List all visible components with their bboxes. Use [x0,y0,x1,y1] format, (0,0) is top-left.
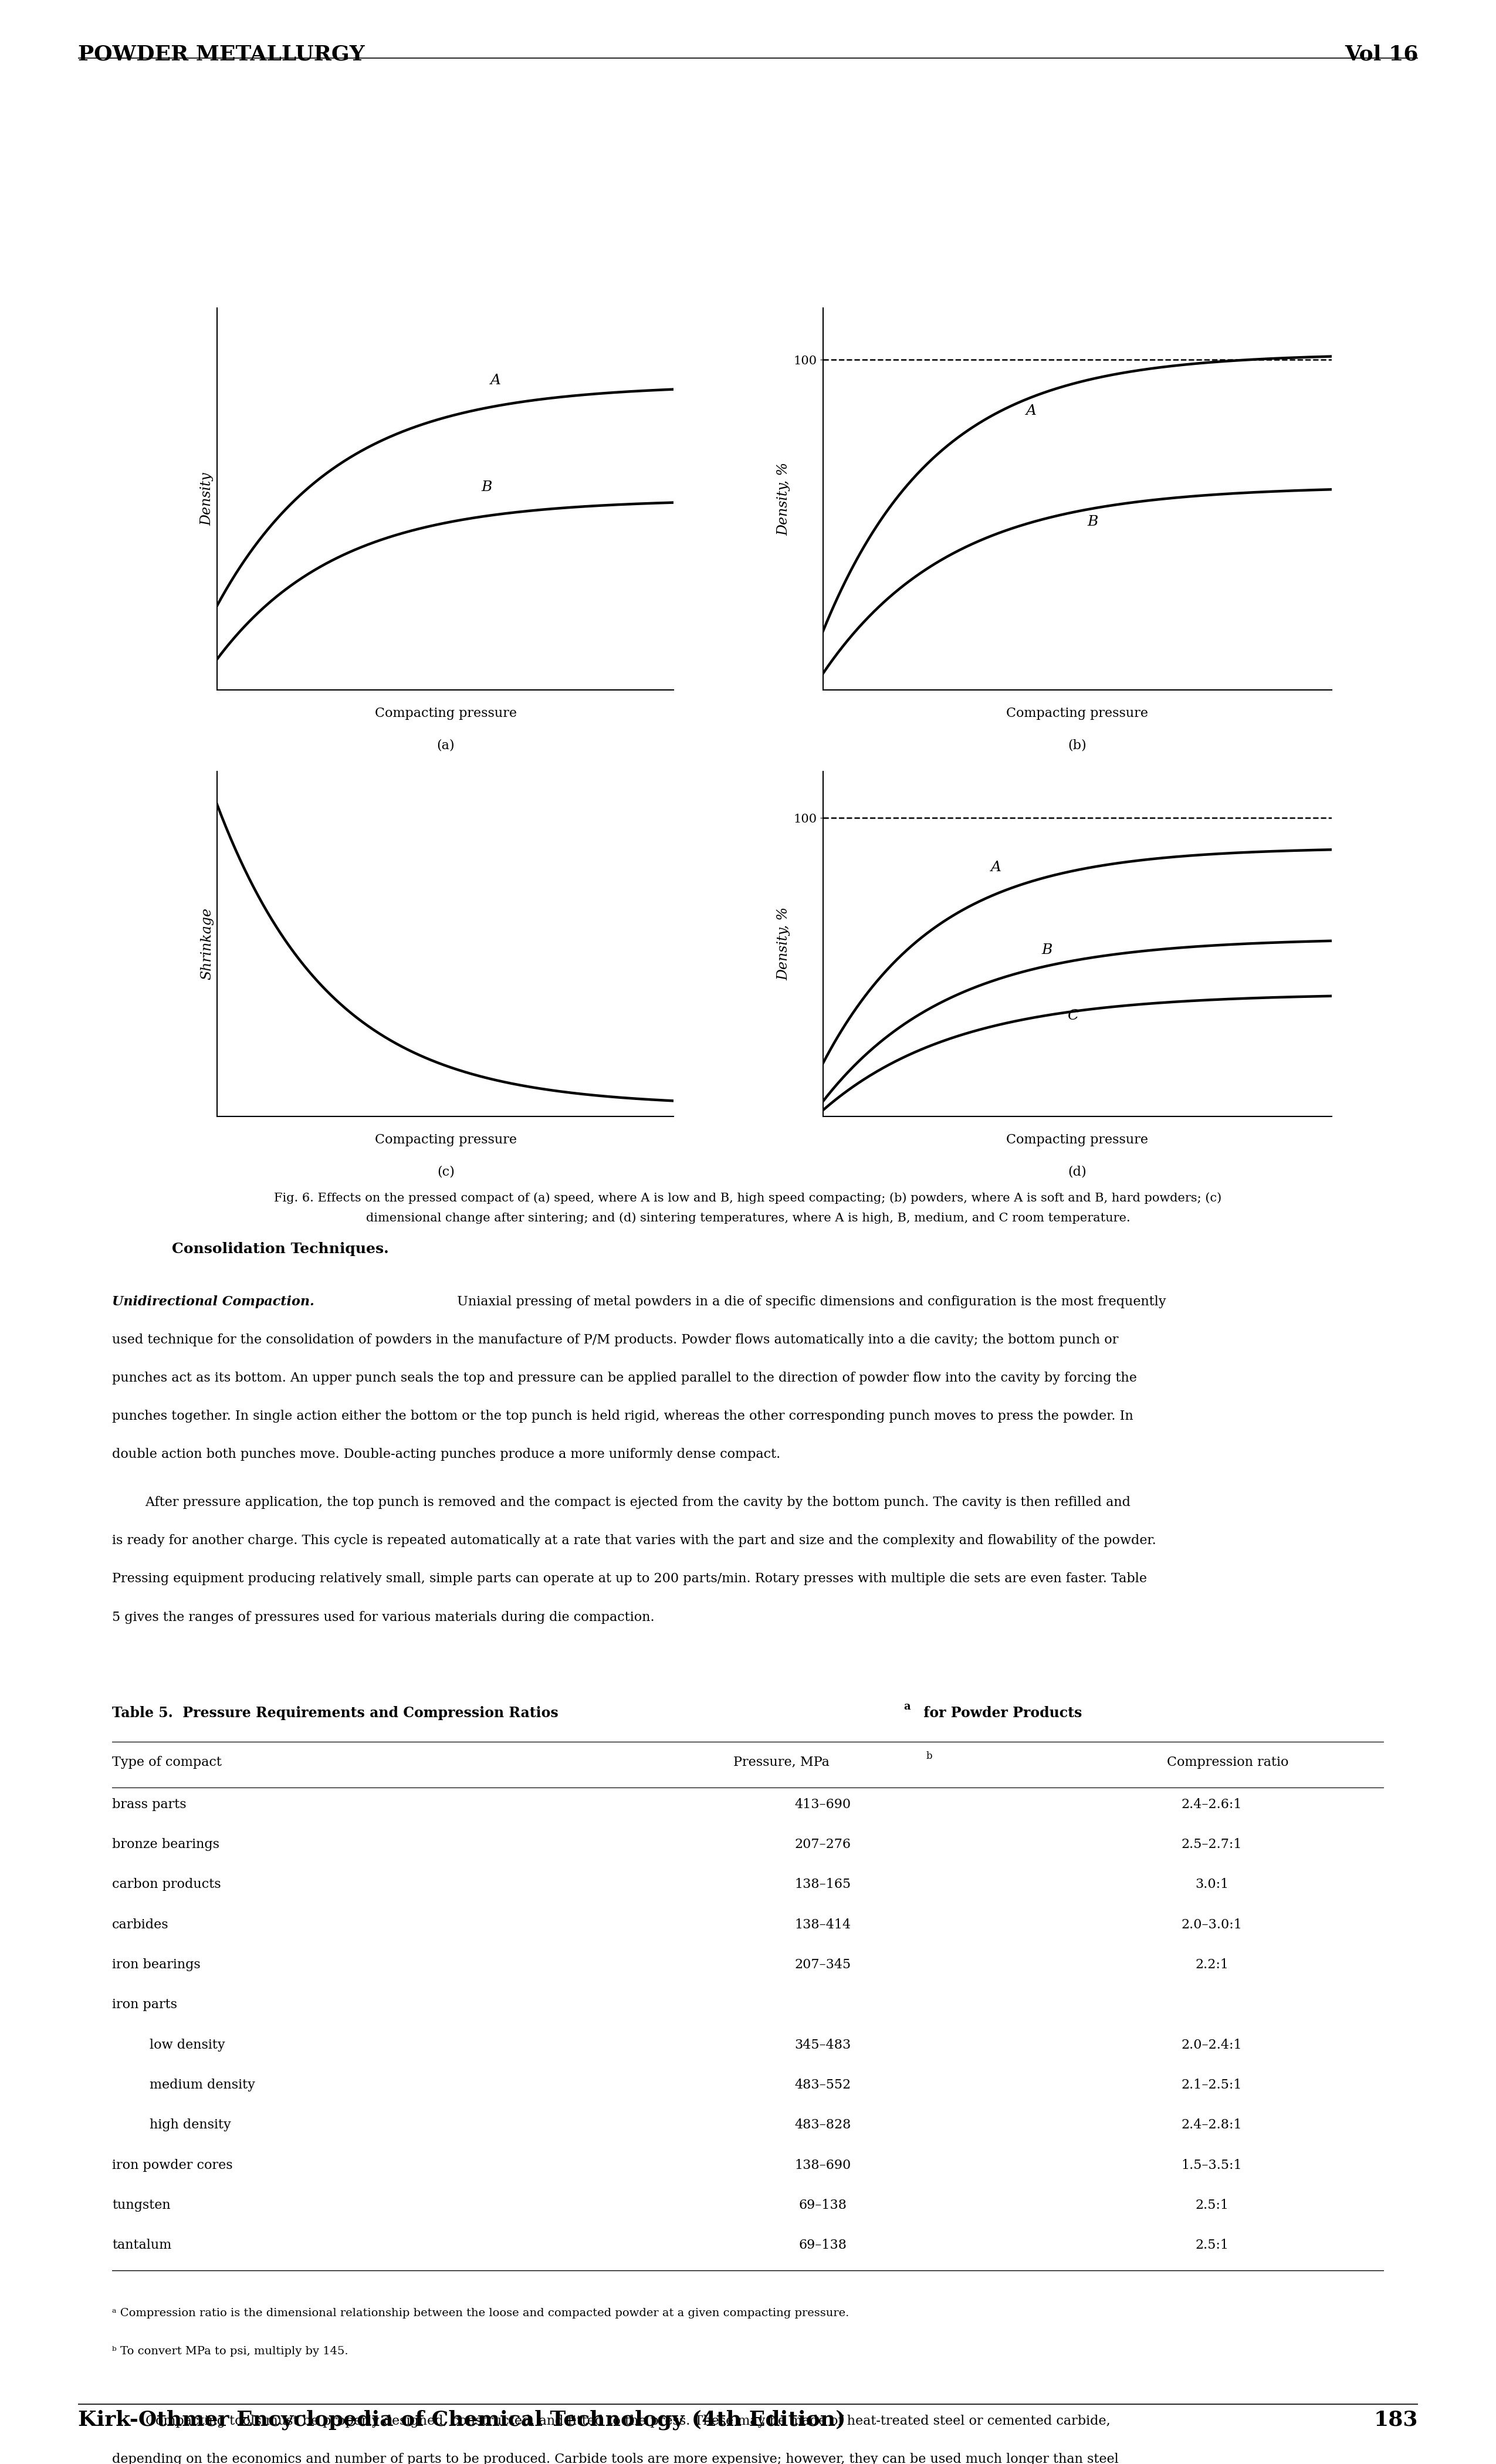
Text: Compacting pressure: Compacting pressure [375,707,516,719]
Text: 2.1–2.5:1: 2.1–2.5:1 [1182,2080,1242,2092]
Text: low density: low density [150,2038,224,2053]
Text: brass parts: brass parts [112,1799,187,1811]
Text: 2.5:1: 2.5:1 [1195,2240,1228,2252]
Y-axis label: Density, %: Density, % [776,463,790,535]
Text: 2.2:1: 2.2:1 [1195,1959,1228,1971]
Text: (b): (b) [1068,739,1086,752]
Text: 138–414: 138–414 [794,1917,851,1932]
Text: 2.4–2.6:1: 2.4–2.6:1 [1182,1799,1242,1811]
Text: Pressing equipment producing relatively small, simple parts can operate at up to: Pressing equipment producing relatively … [112,1572,1147,1584]
Text: Pressure, MPa: Pressure, MPa [733,1757,829,1769]
Y-axis label: Density, %: Density, % [776,907,790,981]
Text: punches together. In single action either the bottom or the top punch is held ri: punches together. In single action eithe… [112,1409,1134,1422]
Text: Compacting pressure: Compacting pressure [1007,1133,1147,1146]
Text: 345–483: 345–483 [794,2038,851,2053]
Text: punches act as its bottom. An upper punch seals the top and pressure can be appl: punches act as its bottom. An upper punc… [112,1372,1137,1385]
Text: After pressure application, the top punch is removed and the compact is ejected : After pressure application, the top punc… [112,1496,1131,1508]
Text: Compacting pressure: Compacting pressure [375,1133,516,1146]
Text: A: A [990,860,1001,875]
Text: Vol 16: Vol 16 [1345,44,1418,64]
Text: A: A [1026,404,1037,419]
Text: Uniaxial pressing of metal powders in a die of specific dimensions and configura: Uniaxial pressing of metal powders in a … [449,1296,1165,1308]
Text: 2.0–2.4:1: 2.0–2.4:1 [1182,2038,1242,2053]
Text: tungsten: tungsten [112,2198,171,2213]
Text: B: B [482,480,492,495]
Text: 2.5:1: 2.5:1 [1195,2198,1228,2213]
Text: (a): (a) [437,739,455,752]
Text: 207–276: 207–276 [794,1838,851,1850]
Text: a: a [904,1700,911,1712]
Text: tantalum: tantalum [112,2240,172,2252]
Y-axis label: Shrinkage: Shrinkage [200,907,214,981]
Text: depending on the economics and number of parts to be produced. Carbide tools are: depending on the economics and number of… [112,2452,1119,2464]
Text: 2.0–3.0:1: 2.0–3.0:1 [1182,1917,1242,1932]
Text: (d): (d) [1068,1165,1086,1178]
Text: carbides: carbides [112,1917,169,1932]
Text: iron powder cores: iron powder cores [112,2158,233,2171]
Text: is ready for another charge. This cycle is repeated automatically at a rate that: is ready for another charge. This cycle … [112,1535,1156,1547]
Text: 483–552: 483–552 [794,2080,851,2092]
Text: C: C [1067,1010,1079,1023]
Text: 413–690: 413–690 [794,1799,851,1811]
Text: A: A [491,375,501,387]
Text: Compression ratio: Compression ratio [1167,1757,1288,1769]
Text: bronze bearings: bronze bearings [112,1838,220,1850]
Text: POWDER METALLURGY: POWDER METALLURGY [78,44,365,64]
Text: 183: 183 [1373,2410,1418,2430]
Text: 69–138: 69–138 [799,2240,847,2252]
Text: ᵃ Compression ratio is the dimensional relationship between the loose and compac: ᵃ Compression ratio is the dimensional r… [112,2309,850,2319]
Text: Kirk-Othmer Encyclopedia of Chemical Technology (4th Edition): Kirk-Othmer Encyclopedia of Chemical Tec… [78,2410,845,2430]
Text: 138–165: 138–165 [794,1878,851,1890]
Text: Compacting pressure: Compacting pressure [1007,707,1147,719]
Text: Table 5.  Pressure Requirements and Compression Ratios: Table 5. Pressure Requirements and Compr… [112,1705,558,1720]
Text: 483–828: 483–828 [794,2119,851,2131]
Text: Consolidation Techniques.: Consolidation Techniques. [172,1242,389,1257]
Text: 3.0:1: 3.0:1 [1195,1878,1228,1890]
Text: medium density: medium density [150,2080,256,2092]
Text: carbon products: carbon products [112,1878,221,1890]
Text: 207–345: 207–345 [794,1959,851,1971]
Text: iron bearings: iron bearings [112,1959,200,1971]
Text: B: B [1088,515,1098,530]
Text: iron parts: iron parts [112,1998,178,2011]
Text: 5 gives the ranges of pressures used for various materials during die compaction: 5 gives the ranges of pressures used for… [112,1611,655,1624]
Text: 138–690: 138–690 [794,2158,851,2171]
Text: b: b [926,1752,932,1762]
Text: high density: high density [150,2119,230,2131]
Text: 2.5–2.7:1: 2.5–2.7:1 [1182,1838,1242,1850]
Text: used technique for the consolidation of powders in the manufacture of P/M produc: used technique for the consolidation of … [112,1333,1119,1345]
Text: Fig. 6. Effects on the pressed compact of (a) speed, where A is low and B, high : Fig. 6. Effects on the pressed compact o… [274,1193,1222,1205]
Text: 69–138: 69–138 [799,2198,847,2213]
Text: ᵇ To convert MPa to psi, multiply by 145.: ᵇ To convert MPa to psi, multiply by 145… [112,2346,349,2356]
Text: for Powder Products: for Powder Products [919,1705,1082,1720]
Text: 2.4–2.8:1: 2.4–2.8:1 [1182,2119,1242,2131]
Y-axis label: Density: Density [200,473,214,525]
Text: dimensional change after sintering; and (d) sintering temperatures, where A is h: dimensional change after sintering; and … [367,1212,1129,1225]
Text: double action both punches move. Double-acting punches produce a more uniformly : double action both punches move. Double-… [112,1449,781,1461]
Text: Compacting tools must be properly designed, constructed, and fitted to the press: Compacting tools must be properly design… [112,2415,1110,2427]
Text: Unidirectional Compaction.: Unidirectional Compaction. [112,1296,314,1308]
Text: Type of compact: Type of compact [112,1757,221,1769]
Text: (c): (c) [437,1165,455,1178]
Text: B: B [1041,944,1052,956]
Text: 1.5–3.5:1: 1.5–3.5:1 [1182,2158,1242,2171]
